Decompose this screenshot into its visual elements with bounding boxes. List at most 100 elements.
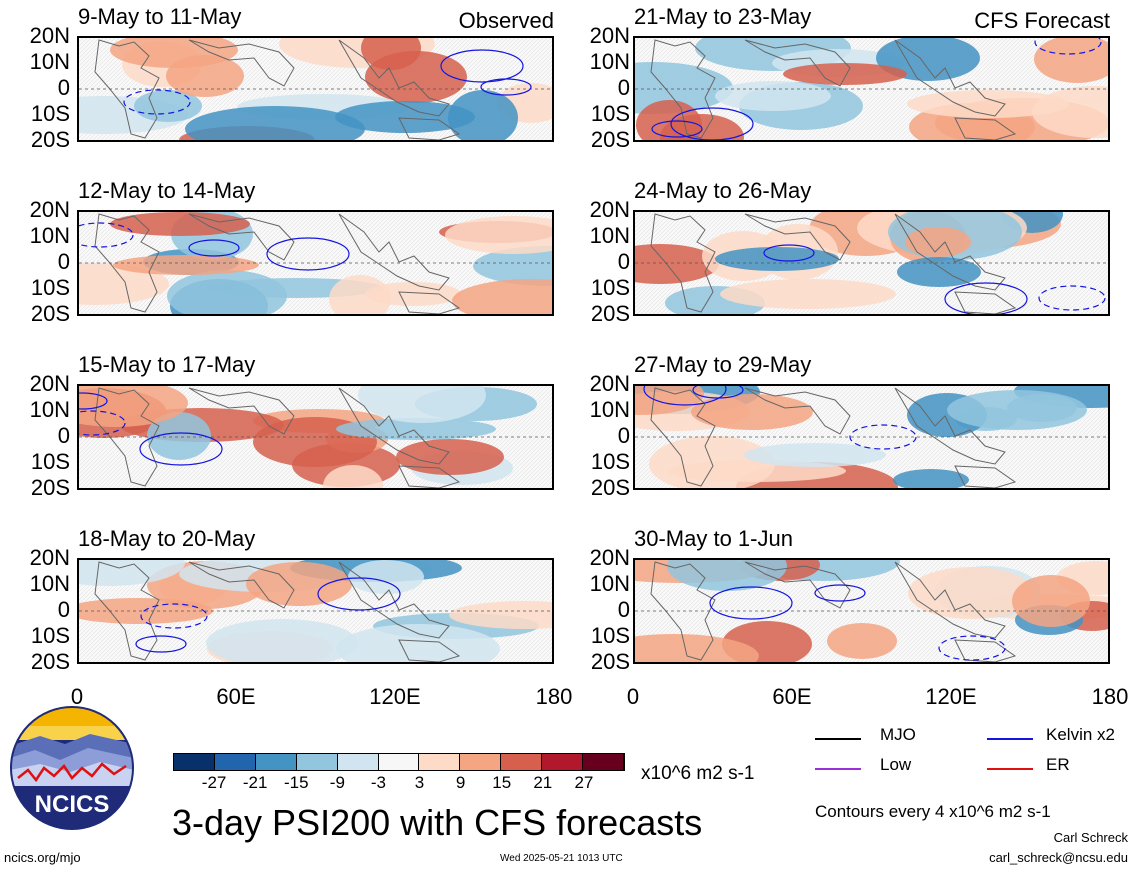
lat-label: 0 — [617, 249, 630, 274]
lat-label: 0 — [57, 423, 70, 448]
colorbar-segment — [378, 754, 420, 770]
lat-label: 10S — [30, 623, 70, 648]
lat-label: 20S — [30, 127, 70, 152]
contour-note: Contours every 4 x10^6 m2 s-1 — [815, 802, 1051, 821]
colorbar-tick-label: 3 — [414, 773, 425, 792]
lat-label: 10S — [30, 275, 70, 300]
psi200-map — [633, 36, 1110, 142]
lat-label: 20N — [29, 371, 70, 396]
legend-line — [815, 768, 861, 770]
panel-title: 24-May to 26-May — [634, 178, 812, 203]
panel-title: 27-May to 29-May — [634, 352, 812, 377]
lat-label: 10S — [590, 449, 630, 474]
colorbar-segment — [255, 754, 297, 770]
colorbar-segment — [583, 754, 624, 770]
lat-label: 20S — [590, 127, 630, 152]
colorbar-tick-label: -27 — [201, 773, 227, 792]
panel-title: 21-May to 23-May — [634, 4, 812, 29]
psi200-map — [77, 558, 554, 664]
lat-label: 20N — [29, 23, 70, 48]
lon-label: 180 — [1091, 684, 1129, 709]
colorbar-tick-label: 21 — [533, 773, 553, 792]
colorbar-tick-label: -9 — [329, 773, 345, 792]
panel-title: 18-May to 20-May — [78, 526, 256, 551]
lat-label: 20N — [589, 197, 630, 222]
lat-label: 20S — [30, 475, 70, 500]
lat-label: 10S — [30, 101, 70, 126]
panel-title: 9-May to 11-May — [78, 4, 242, 29]
lat-label: 0 — [617, 423, 630, 448]
psi200-map — [77, 210, 554, 316]
legend-label: MJO — [880, 725, 916, 744]
lat-label: 20S — [30, 649, 70, 674]
footer-email[interactable]: carl_schreck@ncsu.edu — [989, 850, 1128, 865]
legend-line — [987, 738, 1033, 740]
colorbar-segment — [419, 754, 461, 770]
lat-label: 20N — [589, 545, 630, 570]
colorbar-segment — [174, 754, 215, 770]
lat-label: 10N — [589, 571, 630, 596]
lat-label: 20S — [590, 475, 630, 500]
lat-label: 10N — [589, 223, 630, 248]
lat-label: 10S — [590, 275, 630, 300]
colorbar-segment — [460, 754, 502, 770]
lat-label: 10N — [29, 571, 70, 596]
footer-url[interactable]: ncics.org/mjo — [4, 850, 81, 865]
panel-title: 30-May to 1-Jun — [634, 526, 793, 551]
lat-label: 0 — [617, 75, 630, 100]
psi200-map — [77, 384, 554, 490]
colorbar-segment — [542, 754, 584, 770]
lat-label: 0 — [57, 249, 70, 274]
lon-label: 0 — [626, 684, 640, 709]
lat-label: 10S — [590, 101, 630, 126]
lon-label: 180 — [535, 684, 573, 709]
ncics-logo: NCICS — [10, 706, 134, 830]
lat-label: 10S — [590, 623, 630, 648]
lat-label: 20N — [589, 23, 630, 48]
colorbar-tick-label: -15 — [283, 773, 309, 792]
colorbar-tick-label: -21 — [242, 773, 268, 792]
colorbar-segment — [501, 754, 543, 770]
lat-label: 20N — [589, 371, 630, 396]
lat-label: 10N — [29, 49, 70, 74]
lat-label: 10N — [29, 397, 70, 422]
legend-line — [987, 768, 1033, 770]
lon-label: 0 — [70, 684, 84, 709]
logo-text: NCICS — [35, 791, 110, 818]
colorbar-tick-label: 15 — [492, 773, 512, 792]
colorbar-segment — [214, 754, 256, 770]
lon-label: 120E — [925, 684, 977, 709]
psi200-map — [77, 36, 554, 142]
lat-label: 20S — [590, 301, 630, 326]
lat-label: 20S — [30, 301, 70, 326]
colorbar-unit: x10^6 m2 s-1 — [641, 763, 755, 784]
lat-label: 10S — [30, 449, 70, 474]
lon-label: 60E — [216, 684, 256, 709]
lat-label: 10N — [589, 397, 630, 422]
colorbar-tick-label: 27 — [574, 773, 594, 792]
lon-label: 60E — [772, 684, 812, 709]
psi200-map — [633, 558, 1110, 664]
lat-label: 0 — [57, 75, 70, 100]
legend-label: ER — [1046, 755, 1070, 774]
lat-label: 20N — [29, 545, 70, 570]
colorbar-segment — [337, 754, 379, 770]
psi200-map — [633, 384, 1110, 490]
lat-label: 10N — [589, 49, 630, 74]
lat-label: 20N — [29, 197, 70, 222]
legend-line — [815, 738, 861, 740]
panel-title: 12-May to 14-May — [78, 178, 256, 203]
colorbar-segment — [296, 754, 338, 770]
legend-label: Low — [880, 755, 912, 774]
colorbar-tick-label: -3 — [370, 773, 387, 792]
legend-label: Kelvin x2 — [1046, 725, 1115, 744]
lat-label: 10N — [29, 223, 70, 248]
lon-label: 120E — [369, 684, 421, 709]
lat-label: 0 — [57, 597, 70, 622]
psi200-map — [633, 210, 1110, 316]
cfs-forecast-label: CFS Forecast — [974, 8, 1110, 33]
colorbar — [173, 753, 625, 771]
lat-label: 20S — [590, 649, 630, 674]
colorbar-tick-label: 9 — [455, 773, 466, 792]
footer-author: Carl Schreck — [1053, 830, 1128, 845]
